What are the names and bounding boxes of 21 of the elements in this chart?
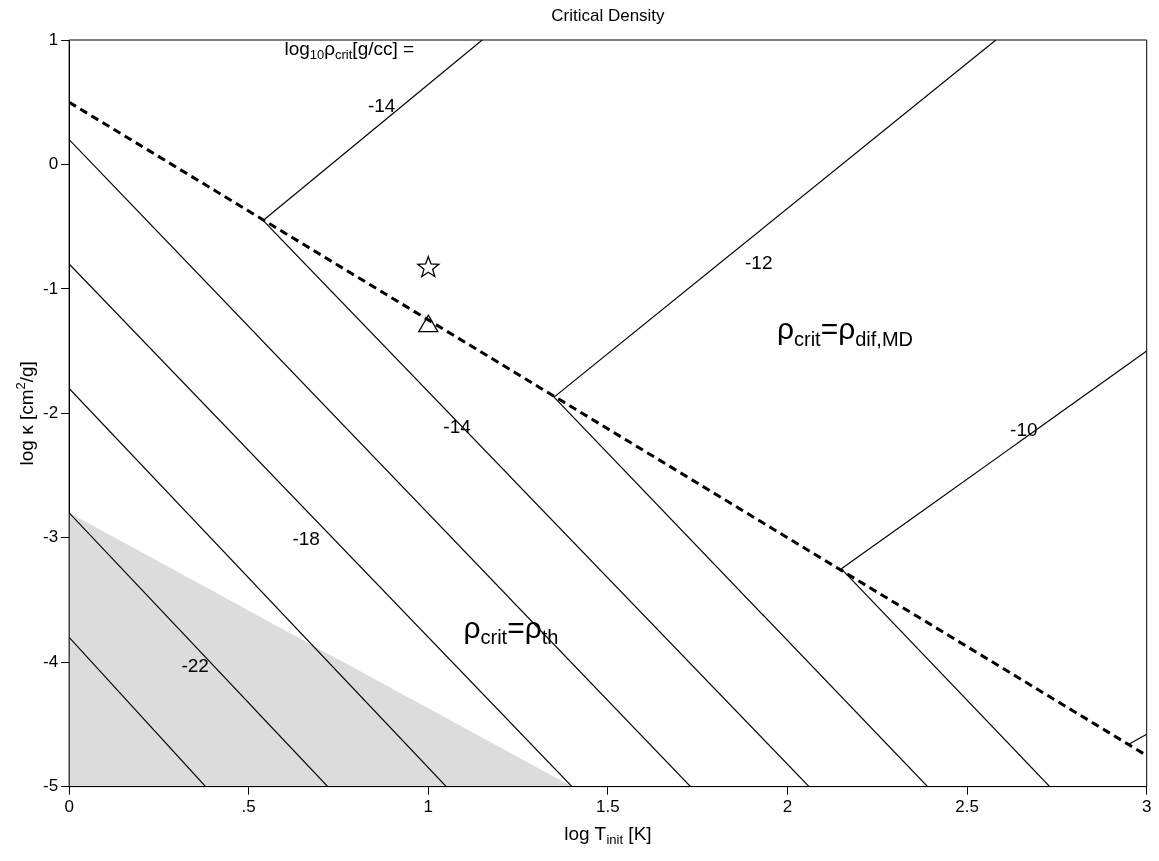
x-tick-label: 1.5 bbox=[596, 797, 620, 817]
x-tick-label: 2 bbox=[782, 797, 793, 817]
x-tick-label: .5 bbox=[241, 797, 256, 817]
y-tick-label: 0 bbox=[48, 154, 59, 174]
annotation: -12 bbox=[745, 252, 773, 274]
y-tick-label: -5 bbox=[42, 776, 59, 796]
y-tick-label: 1 bbox=[48, 29, 59, 49]
annotation: -10 bbox=[1010, 418, 1038, 440]
annotation: -14 bbox=[367, 95, 396, 117]
x-tick-label: 2.5 bbox=[955, 797, 979, 817]
y-tick-label: -1 bbox=[42, 278, 59, 298]
annotation: -22 bbox=[181, 655, 209, 677]
y-tick-label: -3 bbox=[42, 527, 59, 547]
y-tick-label: -2 bbox=[42, 402, 59, 422]
x-tick-label: 1 bbox=[423, 797, 434, 817]
y-axis-title: log κ [cm2/g] bbox=[12, 361, 38, 466]
y-tick-label: -4 bbox=[42, 651, 59, 671]
annotation: -18 bbox=[292, 528, 320, 550]
chart-title: Critical Density bbox=[551, 5, 666, 25]
x-tick-label: 3 bbox=[1141, 797, 1152, 817]
x-tick-label: 0 bbox=[64, 797, 74, 817]
